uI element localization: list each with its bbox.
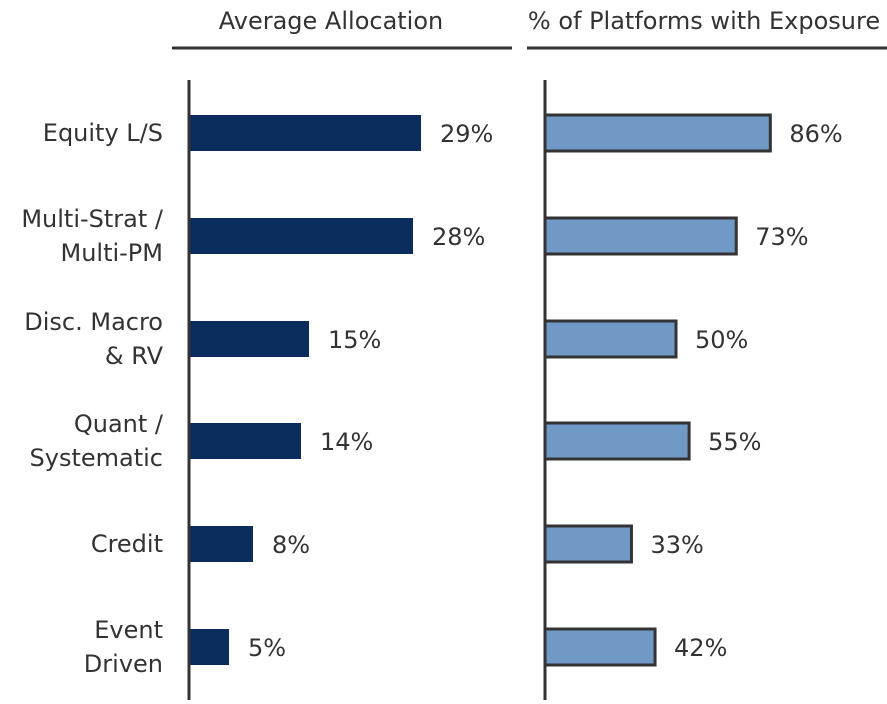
category-label: Multi-PM — [60, 239, 163, 267]
category-label: Systematic — [30, 444, 163, 472]
right-bar — [543, 421, 691, 461]
right-data-label: 86% — [789, 120, 842, 148]
right-bar — [543, 319, 678, 359]
category-label: Driven — [84, 650, 163, 678]
left-bar — [189, 526, 253, 562]
category-label: & RV — [105, 342, 164, 370]
left-bar — [189, 115, 421, 151]
right-data-label: 50% — [695, 326, 748, 354]
left-data-label: 14% — [320, 428, 373, 456]
category-label: Credit — [91, 530, 163, 558]
right-data-label: 73% — [755, 223, 808, 251]
left-bar — [189, 629, 229, 665]
left-data-label: 8% — [272, 531, 310, 559]
left-bar — [189, 423, 301, 459]
category-label: Equity L/S — [43, 119, 163, 147]
left-data-label: 28% — [432, 223, 485, 251]
right-bar — [543, 524, 633, 564]
category-label: Disc. Macro — [24, 308, 163, 336]
right-bar — [543, 627, 657, 667]
left-bar — [189, 218, 413, 254]
right-data-label: 42% — [674, 634, 727, 662]
left-data-label: 15% — [328, 326, 381, 354]
category-label: Quant / — [74, 410, 164, 438]
right-data-label: 33% — [650, 531, 703, 559]
left-chart-title: Average Allocation — [219, 7, 444, 35]
left-data-label: 5% — [248, 634, 286, 662]
right-data-label: 55% — [708, 428, 761, 456]
category-label: Event — [94, 616, 163, 644]
right-bar — [543, 216, 738, 256]
left-bar — [189, 321, 309, 357]
right-chart-title: % of Platforms with Exposure — [528, 7, 880, 35]
category-label: Multi-Strat / — [21, 205, 164, 233]
left-data-label: 29% — [440, 120, 493, 148]
right-bar — [543, 113, 772, 153]
